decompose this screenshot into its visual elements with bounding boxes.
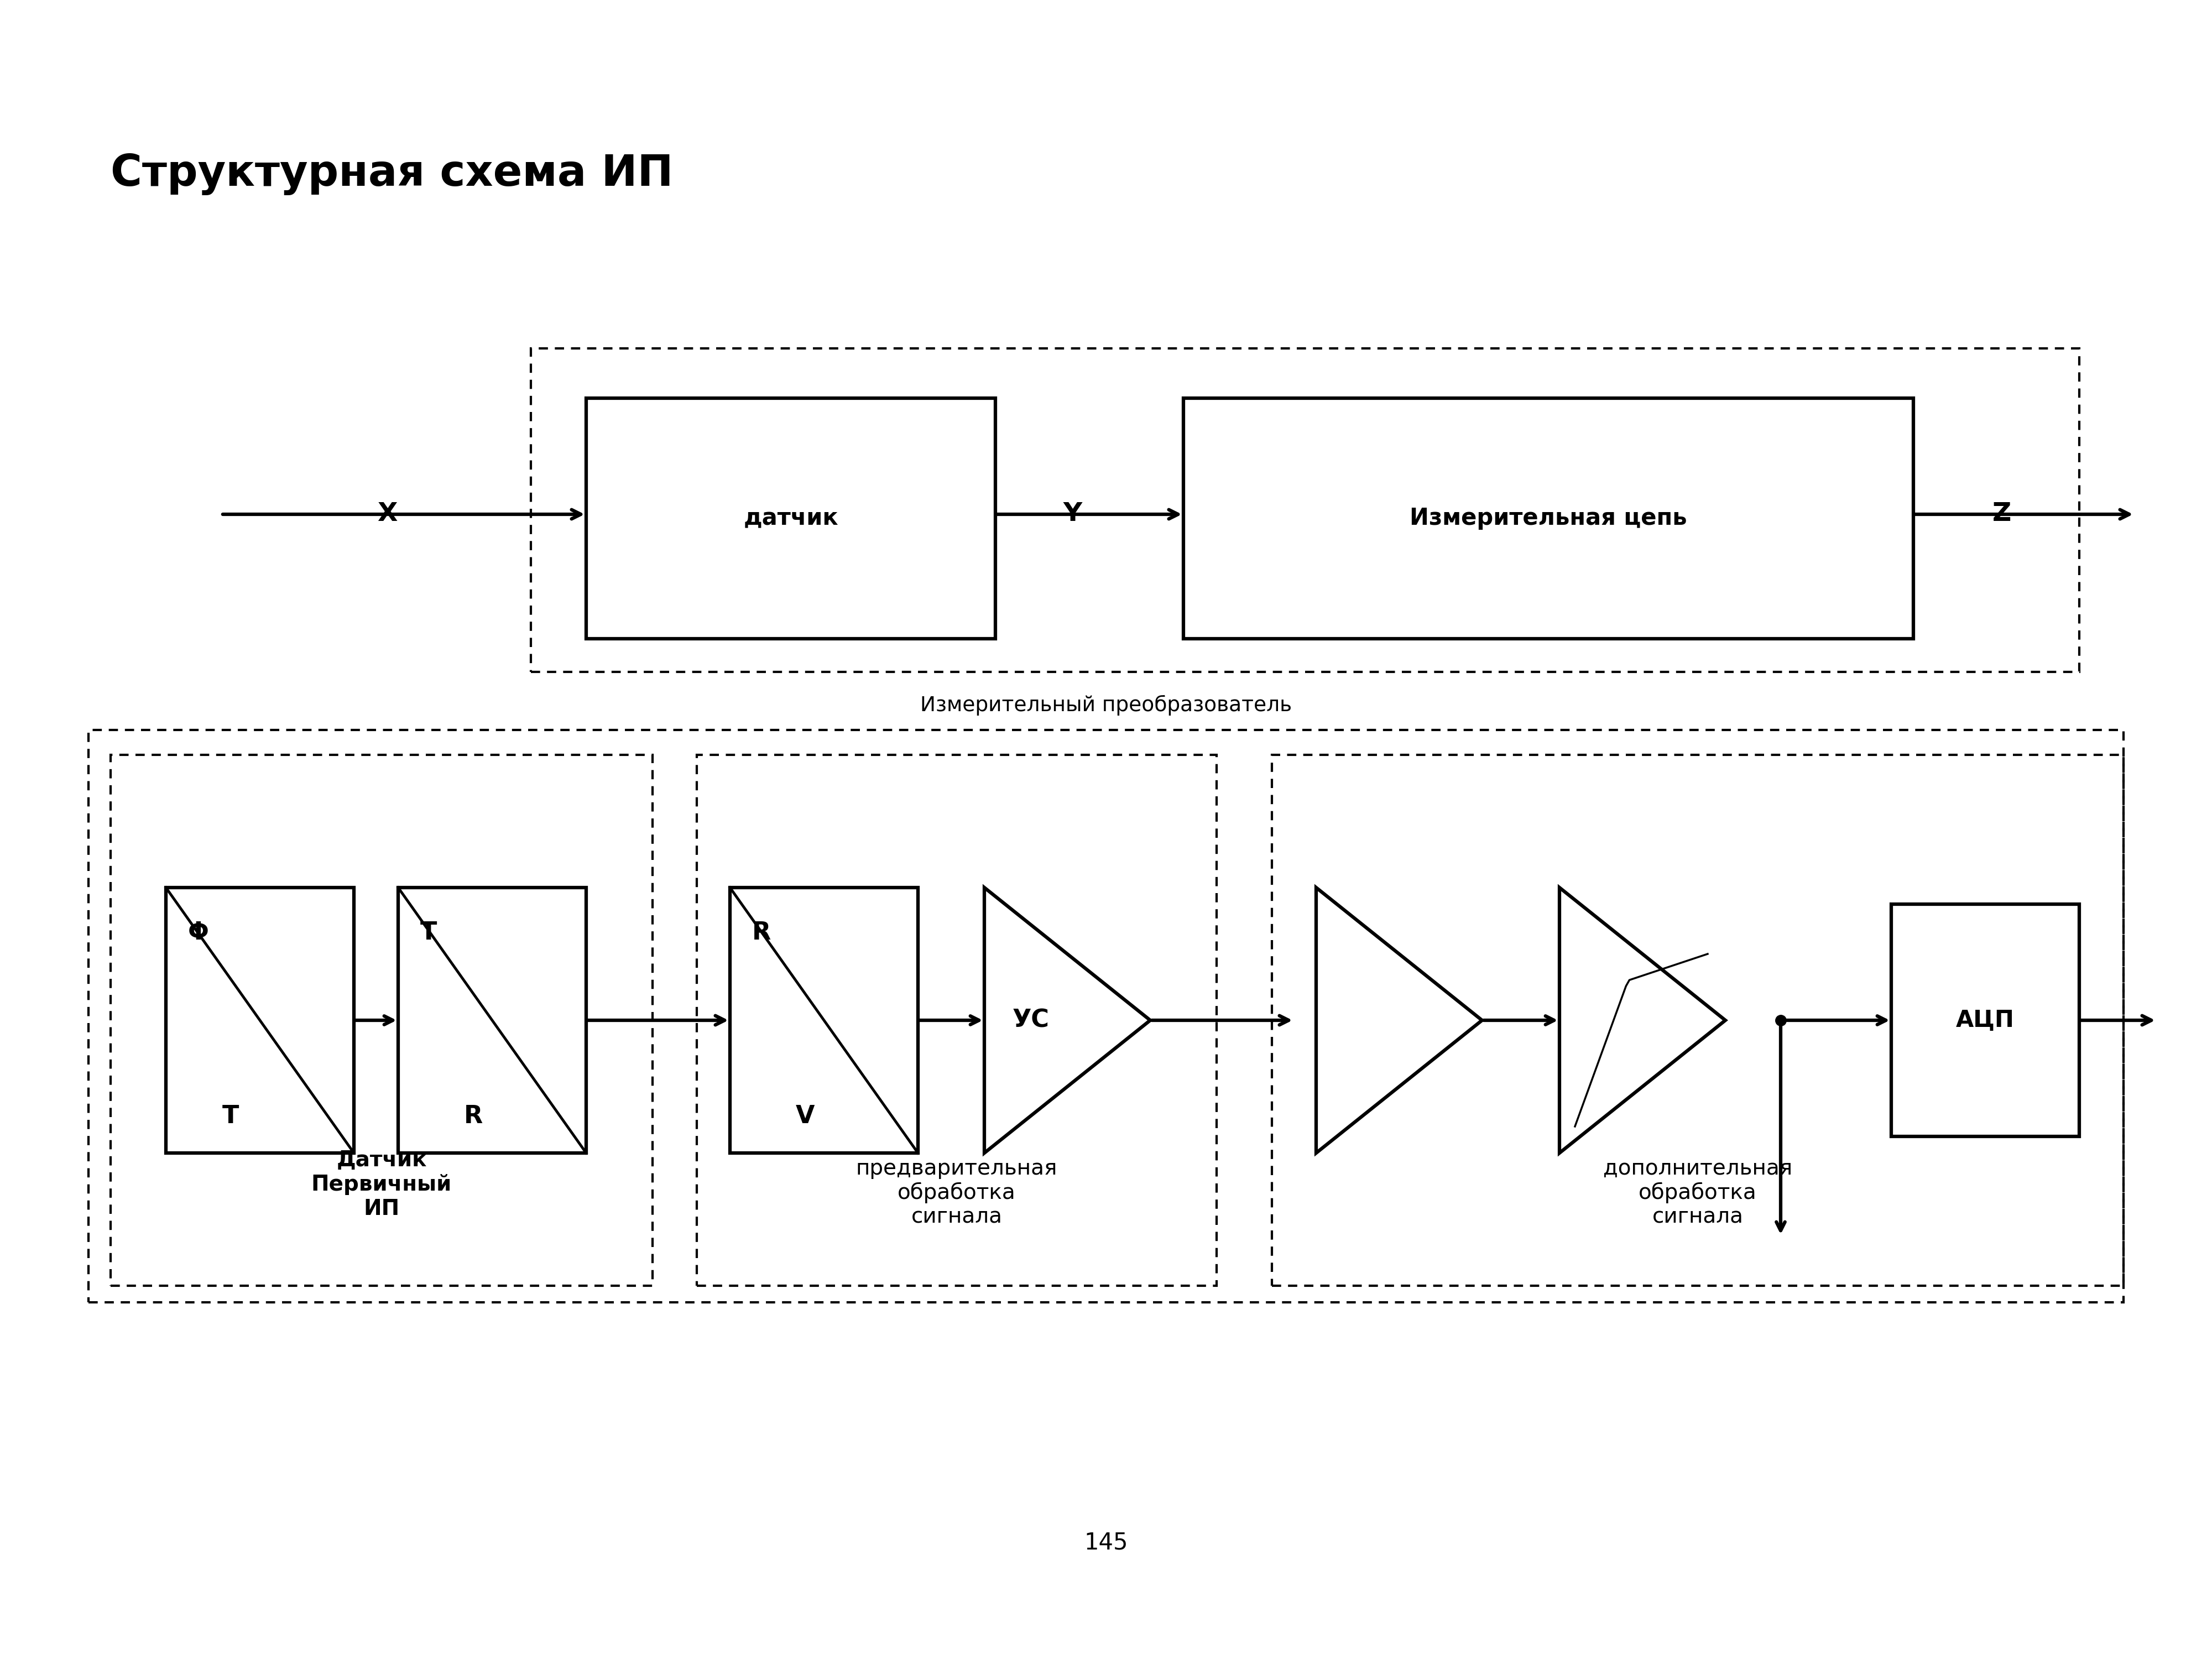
- Text: Измерительный преобразователь: Измерительный преобразователь: [920, 695, 1292, 715]
- Text: Т: Т: [420, 921, 438, 944]
- Text: V: V: [796, 1105, 814, 1128]
- Text: УС: УС: [1013, 1009, 1048, 1032]
- Text: 145: 145: [1084, 1531, 1128, 1554]
- Text: дополнительная
обработка
сигнала: дополнительная обработка сигнала: [1604, 1158, 1792, 1228]
- Text: Датчик
Первичный
ИП: Датчик Первичный ИП: [312, 1150, 451, 1219]
- Polygon shape: [1559, 888, 1725, 1153]
- Bar: [586, 398, 995, 639]
- Text: R: R: [465, 1105, 482, 1128]
- Text: Т: Т: [221, 1105, 239, 1128]
- Bar: [1891, 904, 2079, 1136]
- Bar: [697, 755, 1217, 1286]
- Bar: [398, 888, 586, 1153]
- Text: Φ: Φ: [188, 921, 208, 944]
- Bar: [111, 755, 653, 1286]
- Bar: [1272, 755, 2124, 1286]
- Polygon shape: [984, 888, 1150, 1153]
- Text: Y: Y: [1064, 501, 1082, 528]
- Text: АЦП: АЦП: [1955, 1009, 2015, 1032]
- Text: датчик: датчик: [743, 508, 838, 531]
- Bar: [531, 348, 2079, 672]
- Bar: [88, 730, 2124, 1302]
- Polygon shape: [1316, 888, 1482, 1153]
- Text: R: R: [752, 921, 772, 944]
- Text: Измерительная цепь: Измерительная цепь: [1409, 508, 1688, 531]
- Bar: [1183, 398, 1913, 639]
- Text: предварительная
обработка
сигнала: предварительная обработка сигнала: [856, 1158, 1057, 1228]
- Text: Z: Z: [1993, 501, 2011, 528]
- Text: X: X: [376, 501, 398, 528]
- Bar: [166, 888, 354, 1153]
- Bar: [730, 888, 918, 1153]
- Text: Структурная схема ИП: Структурная схема ИП: [111, 153, 672, 196]
